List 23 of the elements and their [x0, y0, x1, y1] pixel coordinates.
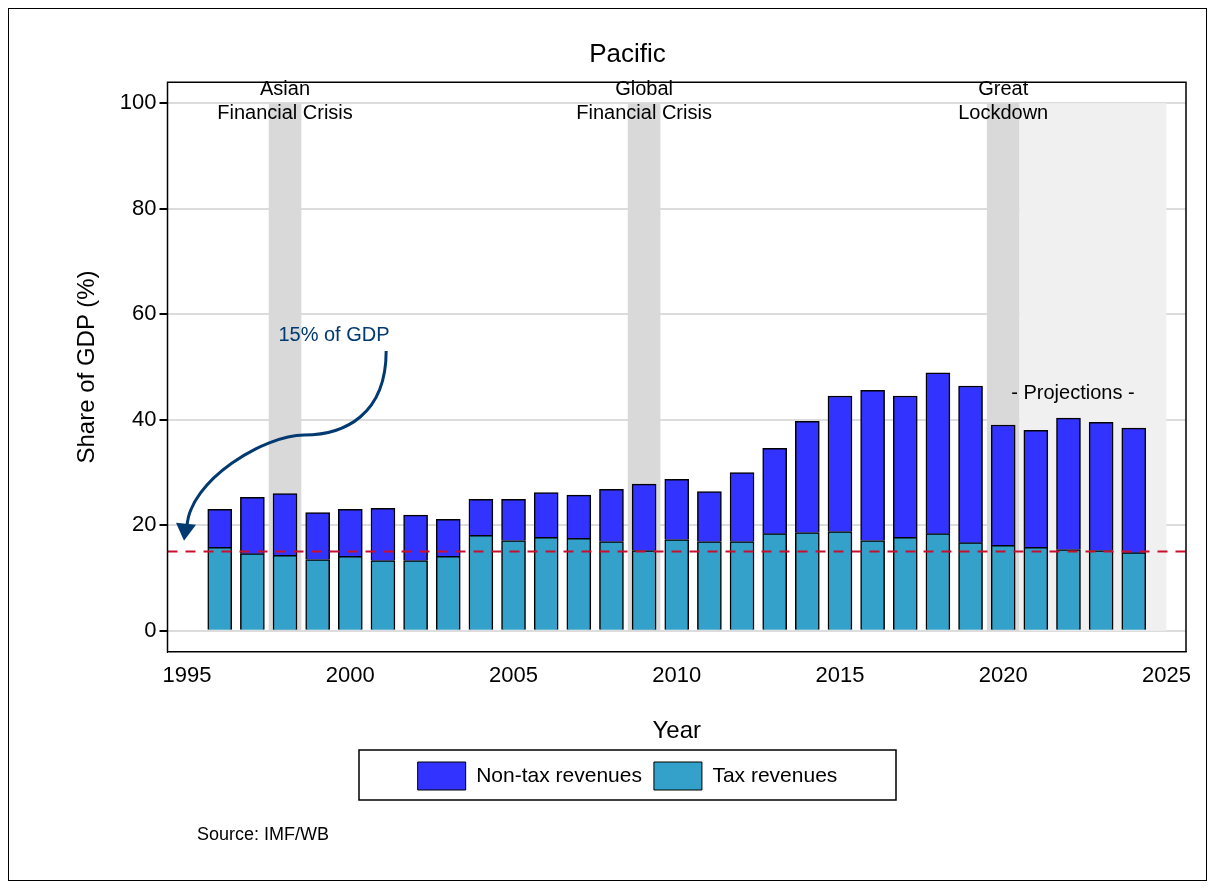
- x-tick-label: 2010: [652, 662, 702, 688]
- x-tick-label: 2020: [978, 662, 1028, 688]
- chart-title: Pacific: [589, 37, 666, 68]
- annotation: 15% of GDP: [278, 322, 390, 345]
- x-axis-title: Year: [652, 716, 701, 744]
- y-tick-label: 100: [119, 89, 157, 115]
- x-tick-label: 2015: [815, 662, 865, 688]
- y-tick-label: 60: [132, 300, 157, 326]
- x-tick-label: 2005: [489, 662, 539, 688]
- x-tick-label: 1995: [162, 662, 212, 688]
- legend-label: Tax revenues: [712, 762, 838, 786]
- x-tick-label: 2025: [1141, 662, 1191, 688]
- y-tick-label: 0: [144, 616, 157, 642]
- legend-label: Non-tax revenues: [476, 762, 642, 786]
- y-tick-label: 40: [132, 405, 157, 431]
- y-axis-title: Share of GDP (%): [72, 270, 100, 464]
- y-tick-label: 80: [132, 194, 157, 220]
- band-label: Great Lockdown: [958, 76, 1049, 123]
- band-label: - Projections -: [1011, 380, 1135, 403]
- band-label: Asian Financial Crisis: [217, 76, 353, 123]
- source-note: Source: IMF/WB: [197, 823, 330, 844]
- x-tick-label: 2000: [325, 662, 375, 688]
- y-tick-label: 20: [132, 511, 157, 537]
